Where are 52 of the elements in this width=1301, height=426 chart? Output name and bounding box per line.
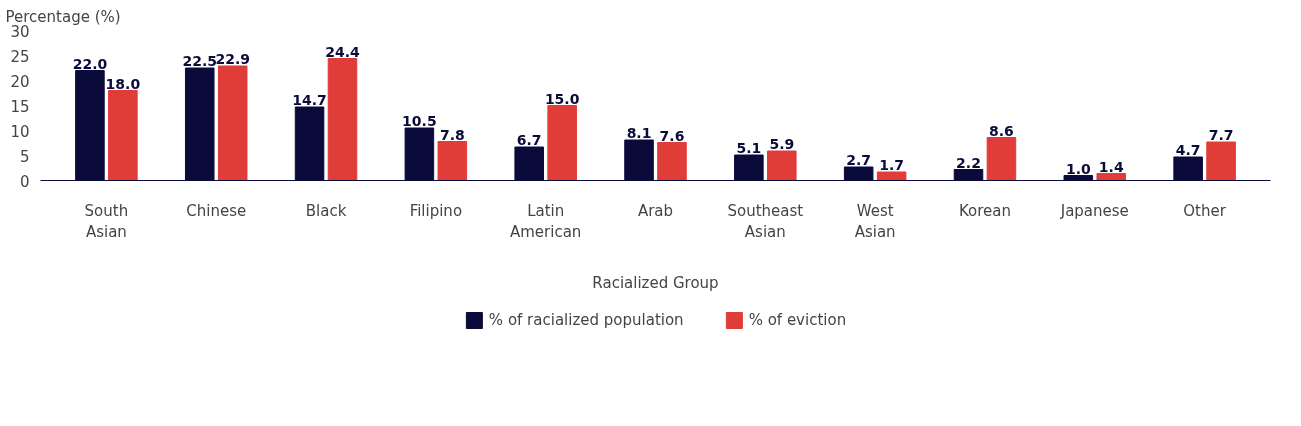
data-label: 8.1	[626, 125, 652, 141]
data-label: 5.9	[769, 136, 795, 152]
x-tick-label: Filipino	[409, 201, 463, 220]
bar	[767, 150, 797, 181]
bar	[108, 90, 138, 181]
x-tick-label: Other	[1183, 201, 1227, 220]
data-label: 15.0	[544, 90, 580, 107]
y-tick-label: 25	[10, 47, 30, 66]
data-label: 10.5	[402, 113, 437, 129]
data-label: 2.7	[846, 152, 872, 168]
data-label: 1.7	[879, 157, 905, 173]
bar	[1206, 141, 1236, 181]
x-tick-label: West Asian	[854, 201, 896, 242]
legend-label: % of racialized population	[488, 311, 684, 329]
x-tick-label: South Asian	[84, 201, 129, 242]
x-tick-label: Black	[305, 201, 347, 220]
data-label: 24.4	[325, 43, 361, 60]
bar	[327, 58, 358, 181]
x-tick-label: Chinese	[186, 201, 247, 220]
data-label: 7.8	[439, 126, 465, 143]
data-label: 14.7	[292, 92, 327, 108]
x-tick-label: Latin American	[509, 201, 582, 242]
data-label: 22.0	[72, 55, 108, 72]
data-label: 5.1	[736, 140, 762, 156]
bar	[437, 141, 468, 181]
data-label: 1.0	[1065, 160, 1091, 177]
data-label: 2.2	[956, 154, 981, 171]
x-tick-label: Japanese	[1059, 201, 1129, 220]
x-tick-label: Korean	[958, 201, 1011, 220]
y-tick-label: 15	[10, 97, 30, 116]
x-axis-title: Racialized Group	[592, 274, 719, 293]
legend-label: % of eviction	[748, 311, 847, 329]
x-tick-label: Southeast Asian	[727, 201, 804, 242]
data-label: 7.6	[659, 127, 685, 144]
bar	[876, 171, 907, 181]
data-label: 7.7	[1208, 127, 1234, 143]
y-tick-label: 0	[19, 172, 30, 191]
bar	[547, 105, 577, 181]
data-label: 18.0	[105, 75, 141, 92]
bar	[217, 65, 248, 181]
data-label: 6.7	[516, 132, 542, 148]
y-tick-label: 20	[10, 72, 30, 91]
data-label: 8.6	[989, 122, 1014, 139]
bar	[657, 142, 687, 181]
bar	[1096, 173, 1127, 181]
x-tick-label: Arab	[637, 201, 674, 220]
y-tick-label: 5	[19, 147, 30, 166]
bar	[986, 137, 1017, 181]
data-label: 4.7	[1175, 142, 1201, 158]
data-label: 22.9	[215, 51, 250, 67]
y-tick-label: 10	[10, 122, 30, 141]
data-label: 1.4	[1098, 158, 1124, 175]
